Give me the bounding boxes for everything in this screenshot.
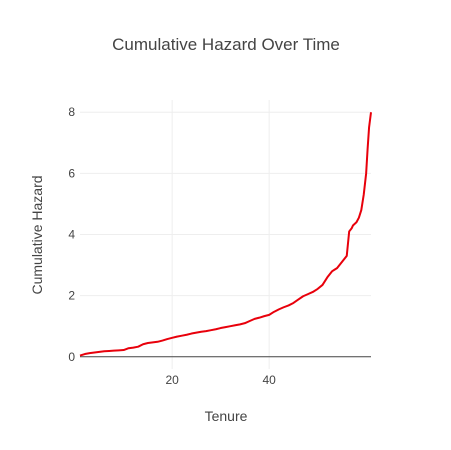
- x-tick-label: 20: [165, 373, 179, 387]
- y-tick-label: 6: [68, 166, 75, 180]
- x-tick-label: 40: [262, 373, 276, 387]
- y-tick-label: 0: [68, 350, 75, 364]
- chart-title: Cumulative Hazard Over Time: [112, 35, 340, 54]
- series-line: [79, 112, 372, 357]
- y-axis-title: Cumulative Hazard: [29, 175, 45, 294]
- y-tick-label: 2: [68, 289, 75, 303]
- y-tick-label: 4: [68, 228, 75, 242]
- x-axis-title: Tenure: [205, 408, 248, 424]
- grid-layer: [80, 100, 371, 369]
- y-tick-label: 8: [68, 105, 75, 119]
- tick-layer: 0 2 4 6 8 20 40: [68, 105, 276, 387]
- line-layer: [79, 112, 372, 357]
